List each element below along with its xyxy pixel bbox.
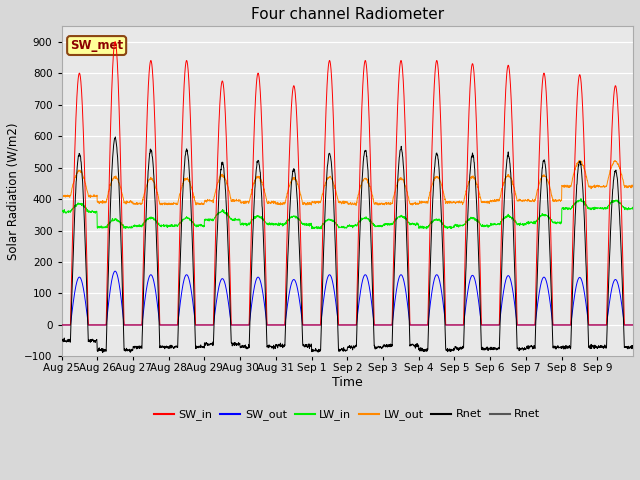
Text: SW_met: SW_met: [70, 39, 124, 52]
X-axis label: Time: Time: [332, 376, 363, 389]
Y-axis label: Solar Radiation (W/m2): Solar Radiation (W/m2): [7, 122, 20, 260]
Title: Four channel Radiometer: Four channel Radiometer: [251, 7, 444, 22]
Legend: SW_in, SW_out, LW_in, LW_out, Rnet, Rnet: SW_in, SW_out, LW_in, LW_out, Rnet, Rnet: [150, 405, 545, 425]
